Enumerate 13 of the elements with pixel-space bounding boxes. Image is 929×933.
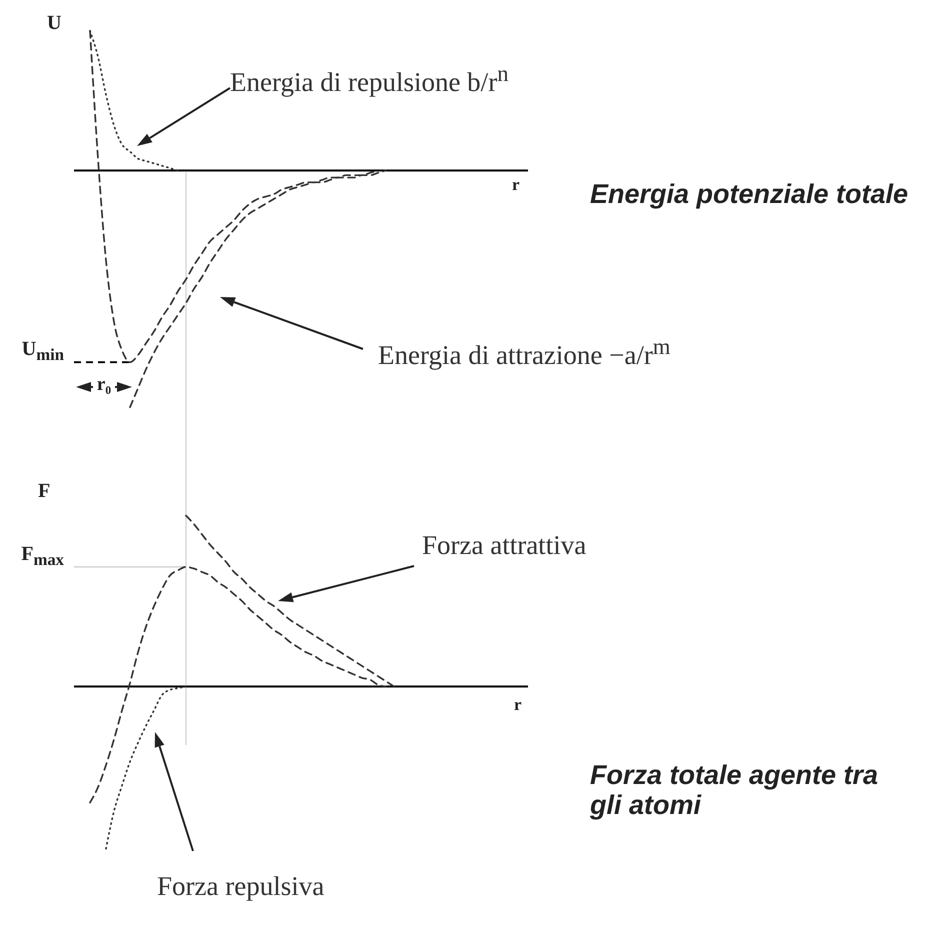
text: Forza repulsiva [157,871,324,901]
x-axis-title: r [512,175,520,194]
text: Energia di attrazione −a/r$^{m}$ [378,333,670,370]
text: Energia potenziale totale [590,179,908,209]
y-axis-title: F [38,480,50,502]
text: Forza totale agente tra gli atomi [590,760,880,820]
ref-line-label: F$_{max}$ [21,542,64,571]
x-axis-title: r [514,695,522,714]
text: Energia di repulsione b/r$^{n}$ [230,60,508,97]
text: Forza attrattiva [422,530,586,560]
ref-line-label: U$_{min}$ [22,338,64,366]
y-axis-title: U [47,12,62,34]
annotation: r₀ [96,374,112,396]
